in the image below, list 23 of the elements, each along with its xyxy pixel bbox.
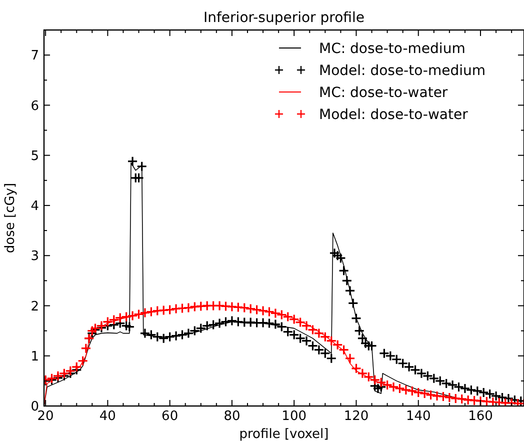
y-tick-label: 1 [30,349,39,364]
y-tick-label: 5 [30,148,39,164]
legend-label: MC: dose-to-medium [319,40,466,57]
y-axis-title: dose [cGy] [3,182,18,254]
y-tick-label: 6 [30,98,39,114]
chart-title: Inferior-superior profile [204,10,364,26]
legend-label: Model: dose-to-water [319,106,468,123]
x-tick-label: 100 [282,409,307,424]
x-tick-label: 140 [406,409,431,424]
y-tick-label: 3 [30,249,39,264]
y-tick-label: 7 [30,48,39,64]
x-axis-title: profile [voxel] [239,427,329,442]
x-tick-label: 20 [37,409,54,424]
y-tick-label: 4 [30,199,39,214]
x-tick-label: 40 [99,409,116,424]
x-tick-label: 120 [344,409,369,424]
y-tick-label: 0 [30,400,39,415]
y-tick-label: 2 [30,299,39,314]
x-tick-label: 80 [224,409,240,424]
legend-label: Model: dose-to-medium [319,62,486,79]
legend-label: MC: dose-to-water [319,84,448,101]
x-tick-label: 160 [468,409,493,424]
x-tick-label: 60 [162,409,178,424]
